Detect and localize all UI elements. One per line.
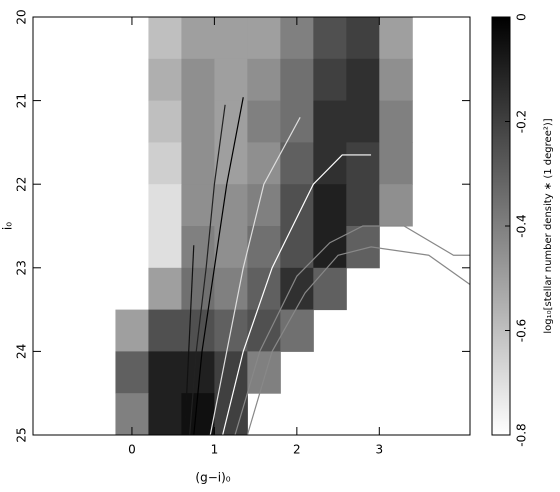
density-cell	[379, 100, 413, 143]
y-tick-label: 24	[15, 344, 29, 359]
y-tick-label: 23	[15, 260, 29, 275]
density-cell	[379, 142, 413, 185]
density-cell	[181, 142, 215, 185]
isochrone	[234, 225, 470, 435]
density-cell	[148, 184, 182, 227]
density-cell	[115, 309, 149, 352]
x-axis-label: (g−i)₀	[195, 471, 230, 485]
density-cell	[346, 142, 380, 185]
density-cell	[148, 393, 182, 435]
plot-area	[115, 17, 470, 435]
density-cell	[247, 100, 281, 143]
isochrone	[189, 104, 226, 435]
isochrone	[246, 246, 470, 435]
colorbar-tick-label: 0	[515, 13, 529, 21]
density-cell	[148, 309, 182, 352]
density-cell	[379, 17, 413, 60]
density-cell	[247, 267, 281, 311]
density-cell	[280, 142, 314, 185]
density-cell	[313, 17, 347, 60]
isochrone	[184, 245, 195, 419]
isochrone	[222, 154, 372, 435]
density-cell	[148, 100, 182, 143]
y-axis-label: i₀	[1, 222, 15, 230]
x-tick-label: 1	[211, 443, 219, 457]
density-cell	[148, 226, 182, 269]
density-cell	[280, 184, 314, 227]
density-cell	[214, 58, 248, 102]
density-cell	[148, 17, 182, 60]
density-cell	[148, 58, 182, 102]
density-cell	[247, 58, 281, 102]
density-cell	[280, 309, 314, 352]
density-cell	[313, 267, 347, 311]
density-cell	[148, 351, 182, 394]
y-tick-label: 22	[15, 177, 29, 192]
density-cell	[214, 267, 248, 311]
density-cell	[247, 17, 281, 60]
density-cell	[313, 100, 347, 143]
density-cell	[346, 184, 380, 227]
density-cell	[313, 226, 347, 269]
density-cell	[313, 58, 347, 102]
density-cell	[115, 351, 149, 394]
density-cell	[280, 58, 314, 102]
y-tick-label: 21	[15, 93, 29, 108]
density-cell	[148, 267, 182, 311]
density-cell	[181, 58, 215, 102]
density-cell	[214, 184, 248, 227]
density-cell	[181, 184, 215, 227]
density-cell	[247, 142, 281, 185]
y-tick-label: 20	[15, 9, 29, 24]
density-cell	[247, 351, 281, 394]
x-tick-label: 3	[375, 443, 383, 457]
density-cell	[313, 142, 347, 185]
density-cell	[280, 226, 314, 269]
density-cell	[247, 184, 281, 227]
y-tick-label: 25	[15, 427, 29, 442]
density-cell	[148, 142, 182, 185]
isochrone	[193, 97, 244, 435]
x-tick-label: 0	[128, 443, 136, 457]
colorbar-tick-label: -0.6	[515, 319, 529, 342]
density-cell	[346, 100, 380, 143]
density-cell	[214, 100, 248, 143]
plot-frame	[32, 16, 471, 436]
density-cell	[346, 17, 380, 60]
density-cell	[181, 267, 215, 311]
colorbar-tick-label: -0.2	[515, 110, 529, 133]
density-cell	[346, 58, 380, 102]
colorbar-tick-label: -0.8	[515, 423, 529, 446]
colorbar-label: log₁₀[stellar number density ∗ (1 degree…	[543, 118, 554, 333]
density-cell	[181, 100, 215, 143]
density-cell	[379, 58, 413, 102]
density-cell	[181, 17, 215, 60]
density-cell	[313, 184, 347, 227]
x-tick-label: 2	[293, 443, 301, 457]
density-cell	[214, 17, 248, 60]
density-cell	[379, 184, 413, 227]
isochrone	[209, 117, 301, 435]
colorbar-tick-label: -0.4	[515, 214, 529, 237]
